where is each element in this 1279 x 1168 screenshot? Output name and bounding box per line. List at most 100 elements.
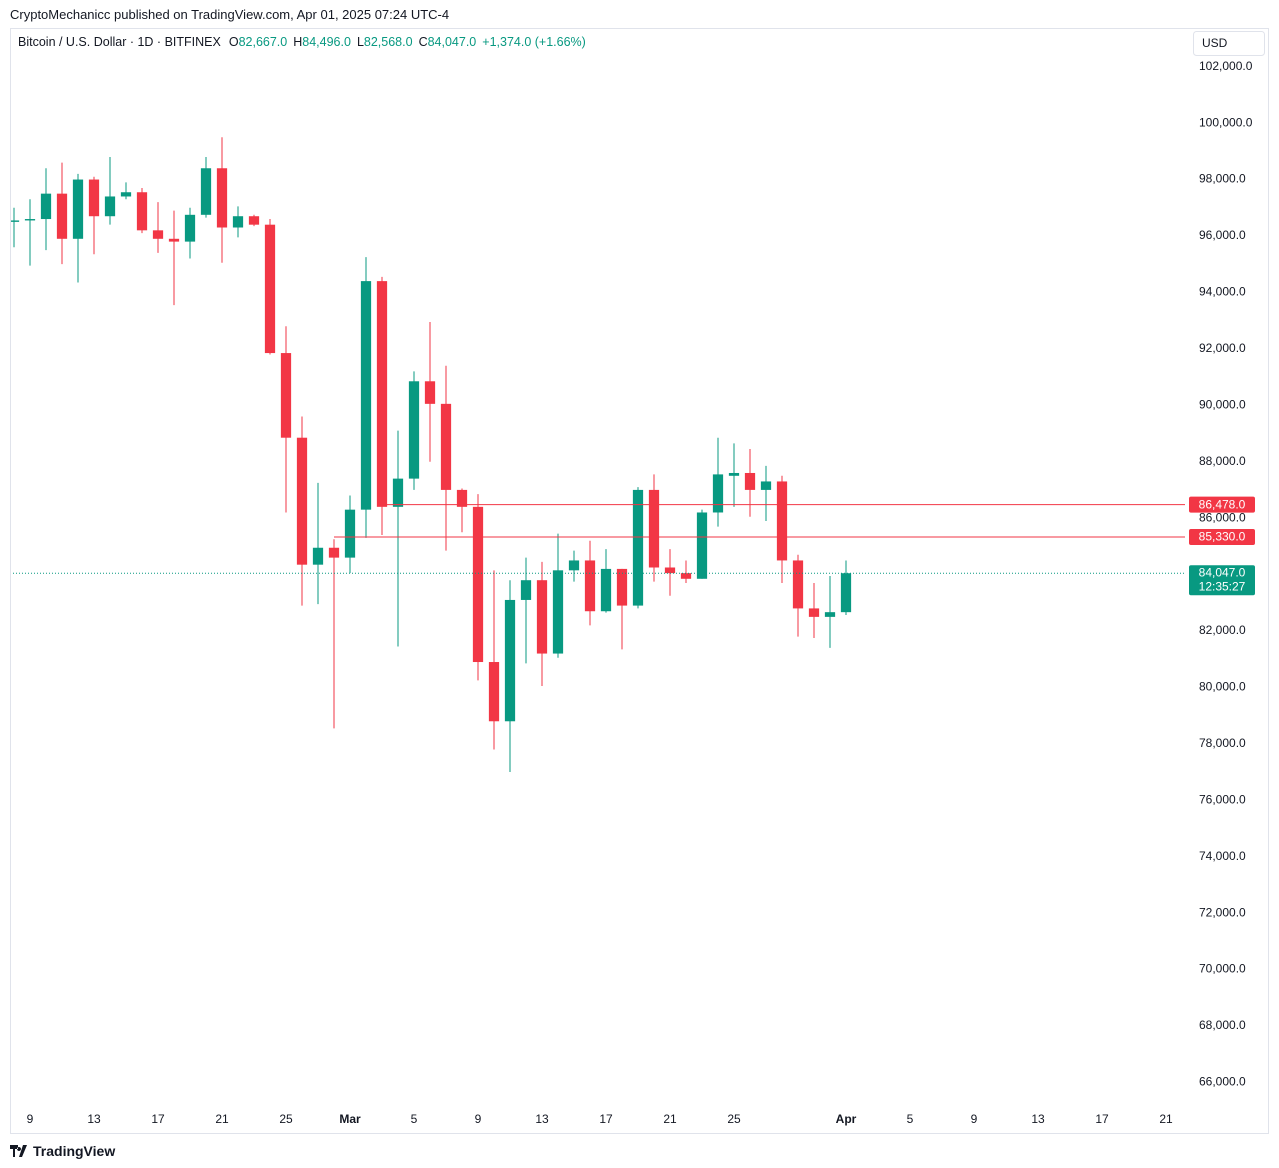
- y-tick-label: 90,000.0: [1199, 397, 1246, 411]
- candle-body: [712, 474, 724, 513]
- x-tick-label: 9: [27, 1112, 34, 1126]
- x-tick-label: 25: [727, 1112, 741, 1126]
- chart-frame: [10, 28, 1269, 1134]
- candle-body: [328, 547, 340, 558]
- candle-body: [56, 193, 68, 239]
- y-tick-label: 68,000.0: [1199, 1018, 1246, 1032]
- x-tick-label: 21: [663, 1112, 677, 1126]
- candle-body: [264, 224, 276, 354]
- close-value: 84,047.0: [427, 35, 477, 49]
- candle-body: [376, 281, 388, 507]
- candle-body: [808, 608, 820, 617]
- candle-body: [504, 599, 516, 722]
- candle-body: [248, 216, 260, 225]
- candle-body: [728, 472, 740, 476]
- candle-body: [440, 403, 452, 490]
- high-value: 84,496.0: [302, 35, 351, 49]
- x-tick-label: 17: [599, 1112, 613, 1126]
- candle-body: [392, 478, 404, 507]
- y-tick-label: 100,000.0: [1199, 115, 1253, 129]
- candle-body: [760, 481, 772, 490]
- candle-body: [632, 489, 644, 606]
- price-label: 85,330.0: [1199, 530, 1246, 544]
- candle-body: [696, 512, 708, 579]
- candle-body: [11, 220, 20, 222]
- brand: TradingView: [33, 1143, 116, 1159]
- candle-body: [344, 509, 356, 558]
- candle-body: [536, 580, 548, 654]
- candle-body: [216, 168, 228, 228]
- candle-body: [168, 238, 180, 242]
- high-key: H: [293, 35, 303, 49]
- x-tick-label: 17: [151, 1112, 165, 1126]
- low-key: L: [356, 35, 364, 49]
- currency-box[interactable]: [1193, 31, 1265, 56]
- x-tick-label: 13: [535, 1112, 549, 1126]
- candle-body: [360, 281, 372, 510]
- y-tick-label: 102,000.0: [1199, 59, 1253, 73]
- candle-body: [792, 560, 804, 609]
- x-tick-label: 25: [279, 1112, 293, 1126]
- plot-area: [11, 137, 1185, 773]
- x-tick-label: 13: [87, 1112, 101, 1126]
- y-tick-label: 78,000.0: [1199, 736, 1246, 750]
- y-tick-label: 86,000.0: [1199, 510, 1246, 524]
- candle-body: [200, 168, 212, 215]
- y-tick-label: 88,000.0: [1199, 454, 1246, 468]
- last-price-box: [1189, 565, 1255, 596]
- x-tick-label: 21: [1159, 1112, 1173, 1126]
- candle-body: [776, 481, 788, 561]
- candle-body: [648, 489, 660, 568]
- close-key: C: [418, 35, 428, 49]
- x-tick-label: Apr: [836, 1112, 857, 1126]
- y-tick-label: 94,000.0: [1199, 285, 1246, 299]
- candle-body: [120, 192, 132, 197]
- candle-body: [472, 506, 484, 663]
- countdown: 12:35:27: [1199, 579, 1246, 593]
- candle-body: [616, 568, 628, 606]
- candle-body: [744, 472, 756, 490]
- y-tick-label: 76,000.0: [1199, 792, 1246, 806]
- candle-body: [680, 573, 692, 579]
- x-tick-label: 13: [1031, 1112, 1045, 1126]
- symbol-header: Bitcoin / U.S. Dollar · 1D · BITFINEX O82…: [18, 35, 592, 49]
- candle-body: [568, 560, 580, 571]
- y-tick-label: 92,000.0: [1199, 341, 1246, 355]
- candle-body: [104, 196, 116, 217]
- candle-body: [24, 219, 36, 221]
- candle-body: [584, 560, 596, 612]
- candle-body: [664, 567, 676, 574]
- x-tick-label: 21: [215, 1112, 229, 1126]
- candle-body: [312, 547, 324, 565]
- x-tick-label: 5: [411, 1112, 418, 1126]
- candle-body: [408, 381, 420, 479]
- candle-body: [520, 580, 532, 600]
- x-tick-label: 9: [475, 1112, 482, 1126]
- candle-body: [152, 230, 164, 239]
- symbol: Bitcoin / U.S. Dollar · 1D · BITFINEX: [18, 35, 221, 49]
- y-tick-label: 82,000.0: [1199, 623, 1246, 637]
- currency[interactable]: USD: [1202, 36, 1228, 50]
- y-tick-label: 72,000.0: [1199, 905, 1246, 919]
- candle-body: [40, 193, 52, 220]
- x-tick-label: 9: [971, 1112, 978, 1126]
- change: +1,374.0 (+1.66%): [482, 35, 586, 49]
- last-price-label: 84,047.0: [1199, 565, 1246, 579]
- candle-body: [72, 179, 84, 239]
- candle-body: [456, 489, 468, 507]
- candle-body: [600, 568, 612, 612]
- candle-body: [424, 381, 436, 404]
- candle-body: [280, 353, 292, 438]
- byline: CryptoMechanicc published on TradingView…: [10, 7, 450, 22]
- candle-body: [136, 192, 148, 231]
- price-label-box: [1189, 496, 1255, 513]
- candle-body: [296, 437, 308, 565]
- x-tick-label: 5: [907, 1112, 914, 1126]
- y-tick-label: 70,000.0: [1199, 962, 1246, 976]
- candle-body: [824, 612, 836, 617]
- price-label: 86,478.0: [1199, 497, 1246, 511]
- y-tick-label: 74,000.0: [1199, 849, 1246, 863]
- x-tick-label: 17: [1095, 1112, 1109, 1126]
